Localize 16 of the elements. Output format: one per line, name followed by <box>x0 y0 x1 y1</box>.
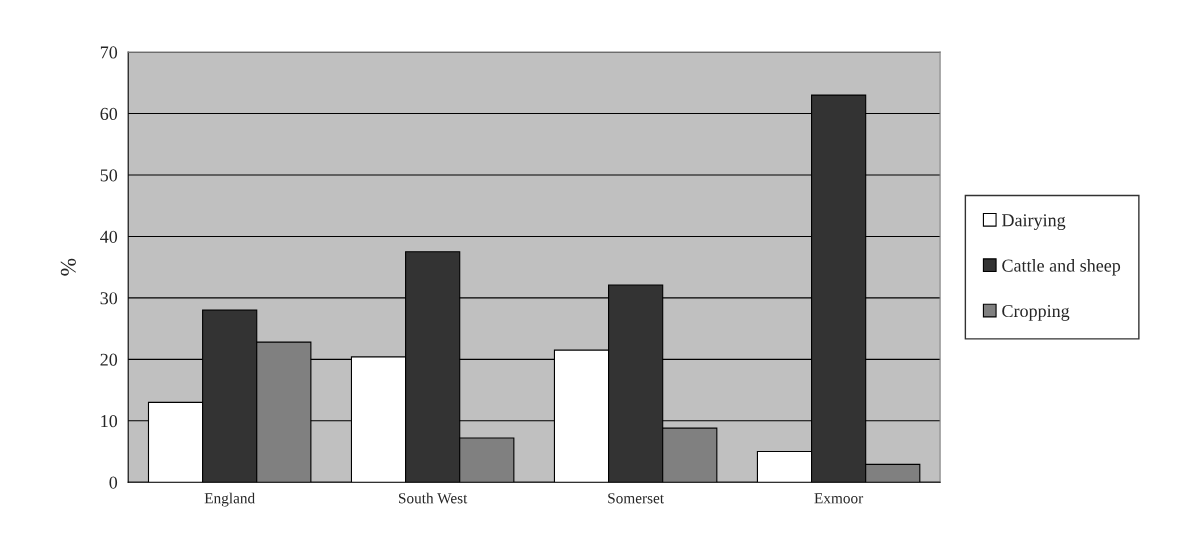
x-tick-label: England <box>204 492 255 507</box>
y-tick-label: 60 <box>100 107 118 120</box>
x-tick-label: Exmoor <box>814 493 864 504</box>
y-axis-title: % <box>60 258 76 276</box>
x-tick-label: South West <box>398 492 468 504</box>
x-tick-label: Somerset <box>608 493 664 504</box>
y-tick-label: 40 <box>100 230 118 243</box>
y-tick-label: 70 <box>100 46 118 59</box>
y-tick-label: 50 <box>100 169 118 182</box>
y-tick-label: 30 <box>100 292 118 305</box>
y-tick-label: 0 <box>109 476 118 489</box>
legend-label: Cattle and sheep <box>1002 259 1121 276</box>
y-tick-label: 10 <box>101 415 118 428</box>
legend-label: Dairying <box>1002 214 1066 231</box>
y-tick-label: 20 <box>100 353 118 366</box>
legend-label: Cropping <box>1002 304 1070 321</box>
